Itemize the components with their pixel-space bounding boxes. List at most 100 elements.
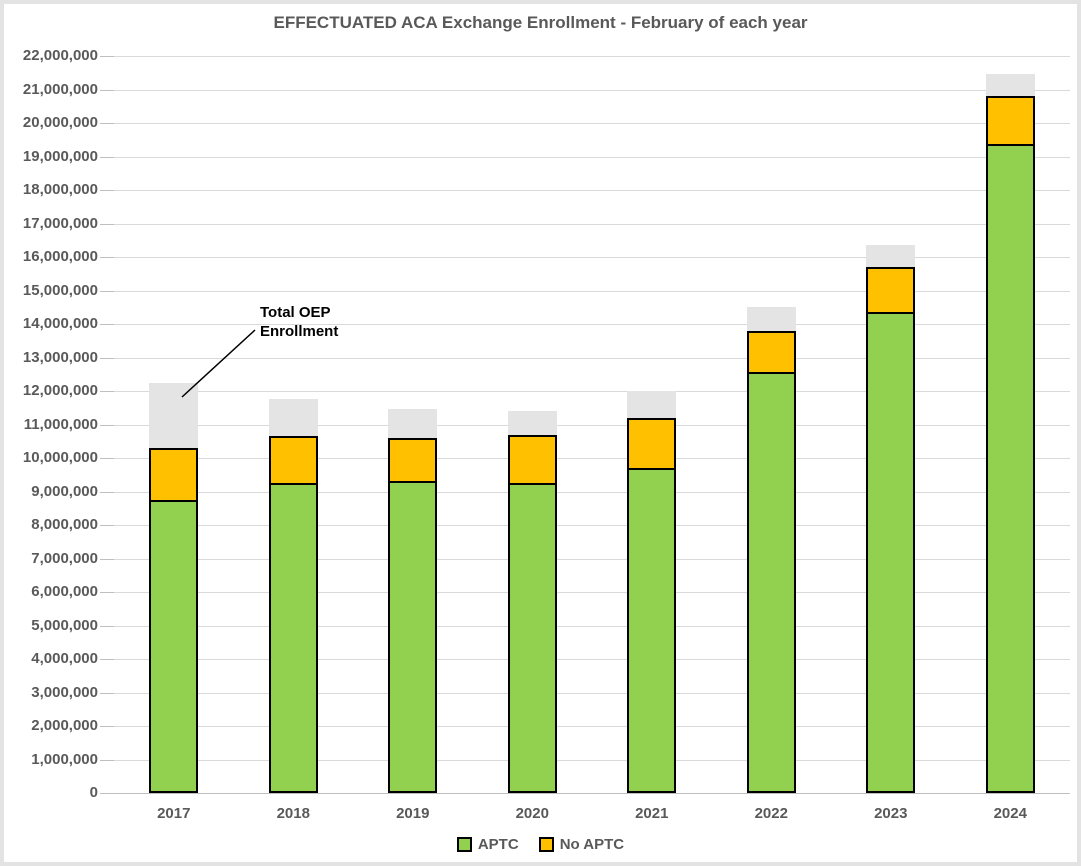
y-axis-tick [100,56,114,57]
y-axis-tick [100,223,114,225]
x-axis-label-2021: 2021 [635,805,669,822]
y-axis-tick [100,525,114,526]
y-axis-label: 7,000,000 [31,549,98,567]
y-axis-tick [100,558,114,560]
gridline [114,123,1070,124]
y-axis-label: 13,000,000 [22,348,98,366]
y-axis-tick [100,290,114,292]
gridline [114,625,1070,627]
bar-segment-oep-2024 [985,74,1035,97]
y-axis-label: 20,000,000 [22,114,98,131]
y-axis-tick [100,793,114,794]
y-axis-label: 15,000,000 [22,281,98,299]
y-axis-tick [100,491,114,493]
gridline [114,458,1070,459]
y-axis-tick [100,257,114,258]
bar-segment-aptc-2017 [149,501,199,793]
y-axis-tick [100,156,114,158]
bar-segment-aptc-2021 [627,469,677,793]
y-axis-tick [100,659,114,660]
y-axis-label: 19,000,000 [22,147,98,165]
x-axis-label-2017: 2017 [157,805,191,822]
y-axis-tick [100,89,114,91]
bar-segment-no-aptc-2024 [985,96,1035,147]
bar-segment-no-aptc-2017 [149,447,199,502]
gridline [114,692,1070,694]
gridline [114,525,1070,526]
gridline [114,391,1070,392]
x-axis-label-2020: 2020 [515,805,549,822]
y-axis-label: 1,000,000 [31,750,98,768]
annotation-line-1: Total OEP [260,304,331,321]
bar-segment-no-aptc-2021 [627,417,677,470]
x-axis-line [114,793,1070,794]
bar-segment-no-aptc-2022 [746,330,796,375]
bar-segment-no-aptc-2023 [866,267,916,314]
no-aptc-swatch-icon [538,837,554,852]
bar-segment-aptc-2018 [268,484,318,793]
gridline [114,357,1070,359]
y-axis-label: 4,000,000 [31,650,98,667]
y-axis-tick [100,692,114,694]
y-axis-label: 14,000,000 [22,315,98,332]
bar-segment-no-aptc-2019 [388,437,438,484]
plot-area: 2017 2018 2019 2020 2021 2022 2023 2024 [114,56,1070,822]
legend-item-no-aptc: No APTC [538,836,625,853]
gridline [114,424,1070,426]
bar-segment-no-aptc-2018 [268,436,318,485]
legend-label-no-aptc: No APTC [559,836,625,853]
gridline [114,659,1070,660]
y-axis-label: 10,000,000 [22,449,98,466]
aptc-swatch-icon [456,837,472,852]
y-axis-label: 22,000,000 [22,47,98,64]
y-axis-label: 21,000,000 [22,80,98,98]
gridline [114,257,1070,258]
bar-segment-oep-2017 [149,382,199,448]
y-axis-tick [100,123,114,124]
annotation-total-oep-enrollment: Total OEP Enrollment [260,303,338,341]
bar-segment-no-aptc-2020 [507,434,557,485]
gridline [114,558,1070,560]
gridline [114,324,1070,325]
y-axis-label: 11,000,000 [23,415,98,433]
gridline [114,759,1070,761]
gridline [114,491,1070,493]
annotation-line-2: Enrollment [260,323,339,340]
y-axis-label: 6,000,000 [31,583,98,600]
y-axis-tick [100,592,114,593]
gridline [114,223,1070,225]
y-axis-label: 18,000,000 [22,181,98,198]
y-axis-tick [100,190,114,191]
y-axis-label: 16,000,000 [22,248,98,265]
bar-segment-aptc-2023 [866,313,916,793]
y-axis-tick [100,324,114,325]
y-axis-tick [100,391,114,392]
bar-segment-oep-2022 [746,307,796,331]
bar-segment-aptc-2019 [388,483,438,793]
y-axis-tick [100,726,114,727]
y-axis-label: 2,000,000 [31,717,98,734]
bar-segment-aptc-2022 [746,374,796,793]
bar-segment-oep-2020 [507,411,557,435]
y-axis-label: 8,000,000 [31,516,98,533]
bar-segment-oep-2019 [388,409,438,438]
y-axis-label: 9,000,000 [31,482,98,500]
legend-item-aptc: APTC [456,836,519,853]
x-axis-label-2019: 2019 [396,805,430,822]
y-axis-label: 17,000,000 [22,214,98,232]
y-axis-label: 5,000,000 [31,616,98,634]
x-axis-label-2022: 2022 [754,805,788,822]
gridline [114,56,1070,57]
gridline [114,726,1070,727]
y-axis-label: 12,000,000 [22,382,98,399]
y-axis-tick [100,625,114,627]
gridline [114,190,1070,191]
chart-title: EFFECTUATED ACA Exchange Enrollment - Fe… [273,13,808,32]
y-axis-label: 0 [89,784,98,801]
y-axis-label: 3,000,000 [31,683,98,701]
x-axis-label-2023: 2023 [874,805,908,822]
x-axis-label-2018: 2018 [276,805,310,822]
x-axis-label-2024: 2024 [993,805,1027,822]
gridline [114,290,1070,292]
